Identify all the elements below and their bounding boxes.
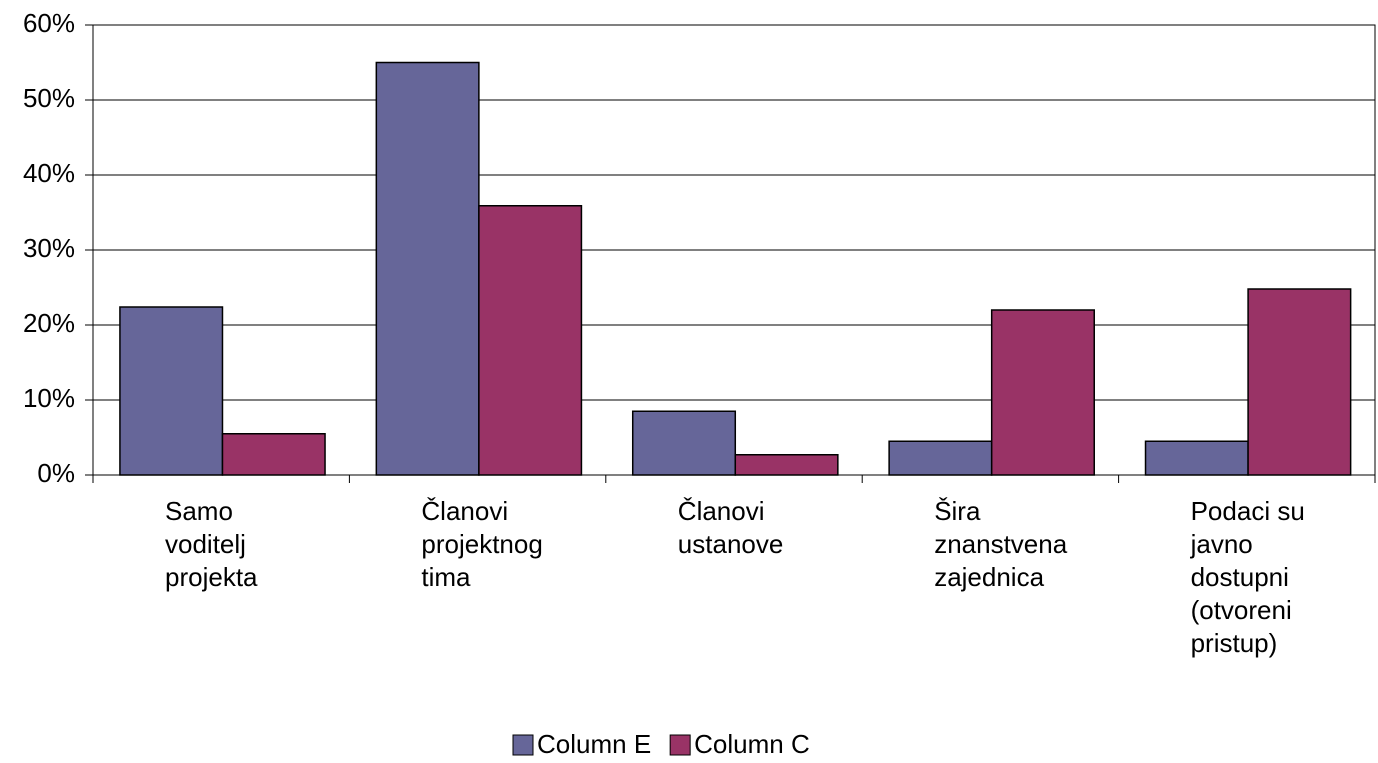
bar [478,205,583,476]
y-tick-label: 30% [23,233,75,263]
y-tick-label: 20% [23,308,75,338]
bar [119,306,224,476]
x-tick-label: Podaci su javno dostupni (otvoreni prist… [1190,496,1305,658]
x-tick-label: Članovi projektnog tima [421,496,543,592]
legend-swatch [669,734,691,756]
bar [631,410,737,476]
x-tick-label: Šira znanstvena zajednica [934,496,1068,592]
legend-label: Column E [537,729,651,759]
bar [888,440,993,476]
y-tick-label: 0% [37,458,75,488]
bar [375,61,480,476]
bar [1144,440,1249,476]
bar [1247,288,1352,476]
x-tick-label: Samo voditelj projekta [165,496,258,592]
legend-swatch [512,734,534,756]
y-tick-label: 10% [23,383,75,413]
bar [734,454,839,476]
bar [221,433,326,476]
y-tick-label: 60% [23,8,75,38]
y-tick-label: 40% [23,158,75,188]
y-tick-label: 50% [23,83,75,113]
legend-label: Column C [694,729,810,759]
bar [990,309,1095,476]
x-tick-label: Članovi ustanove [677,496,784,559]
